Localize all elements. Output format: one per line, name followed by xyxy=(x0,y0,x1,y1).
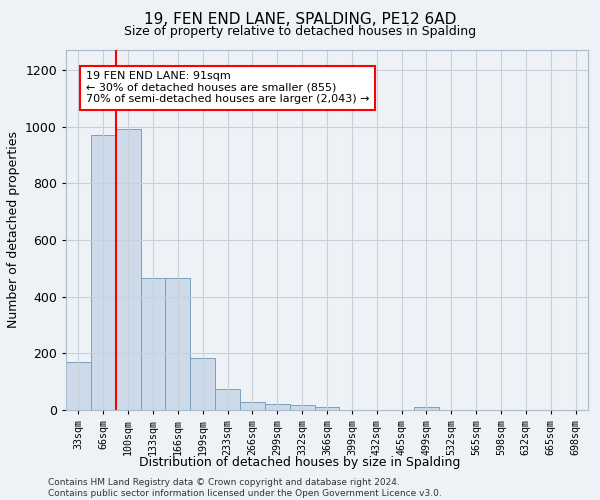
Bar xyxy=(215,388,240,410)
Bar xyxy=(190,358,215,410)
Bar xyxy=(314,407,340,410)
Y-axis label: Number of detached properties: Number of detached properties xyxy=(7,132,20,328)
Bar xyxy=(414,406,439,410)
Text: Size of property relative to detached houses in Spalding: Size of property relative to detached ho… xyxy=(124,25,476,38)
Bar xyxy=(116,130,140,410)
Bar xyxy=(91,135,116,410)
Bar xyxy=(290,405,314,410)
Bar xyxy=(66,362,91,410)
Bar xyxy=(166,278,190,410)
Bar xyxy=(140,278,166,410)
Bar xyxy=(240,402,265,410)
Text: 19 FEN END LANE: 91sqm
← 30% of detached houses are smaller (855)
70% of semi-de: 19 FEN END LANE: 91sqm ← 30% of detached… xyxy=(86,72,370,104)
Bar xyxy=(265,404,290,410)
Text: Contains HM Land Registry data © Crown copyright and database right 2024.
Contai: Contains HM Land Registry data © Crown c… xyxy=(48,478,442,498)
Text: Distribution of detached houses by size in Spalding: Distribution of detached houses by size … xyxy=(139,456,461,469)
Text: 19, FEN END LANE, SPALDING, PE12 6AD: 19, FEN END LANE, SPALDING, PE12 6AD xyxy=(144,12,456,28)
